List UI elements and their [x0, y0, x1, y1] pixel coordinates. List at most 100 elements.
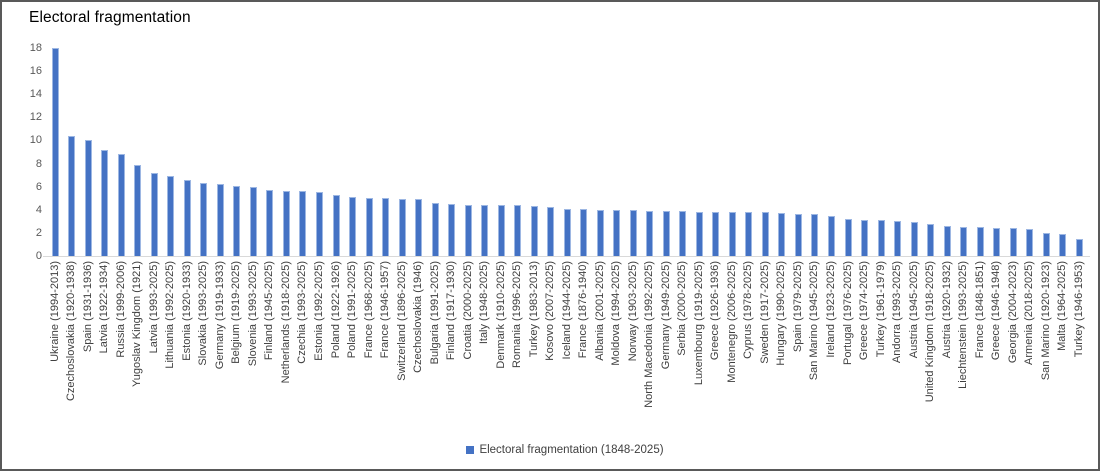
x-labels-row: Ukraine (1994-2013) Czechoslovakia (1920-… — [47, 261, 1087, 433]
x-axis-label: Armenia (2018-2025) — [1023, 261, 1036, 365]
bar — [745, 212, 753, 256]
x-axis-label: Iceland (1944-2025) — [560, 261, 573, 360]
bar — [1059, 234, 1067, 256]
bar-column — [576, 48, 593, 256]
x-axis-label: Albania (2001-2025) — [593, 261, 606, 361]
bar-column — [47, 48, 64, 256]
bar — [761, 212, 769, 256]
x-axis-label: Serbia (2000-2025) — [676, 261, 689, 356]
bar-column — [757, 48, 774, 256]
bar-column — [856, 48, 873, 256]
bar-column — [1054, 48, 1071, 256]
bar — [927, 224, 935, 256]
x-axis-label: Estonia (1992-2025) — [313, 261, 325, 361]
bar-column — [939, 48, 956, 256]
bar — [960, 227, 968, 256]
bar-column — [741, 48, 758, 256]
bar — [117, 154, 125, 256]
bar — [332, 195, 340, 256]
x-axis-label: Ukraine (1994-2013) — [48, 261, 61, 362]
bar-column — [80, 48, 97, 256]
bar-column — [146, 48, 163, 256]
bar-column — [542, 48, 559, 256]
x-axis-label: Poland (1922-1926) — [329, 261, 342, 359]
bar-column — [443, 48, 460, 256]
bar-column — [278, 48, 295, 256]
x-axis-label: Malta (1964-2025) — [1056, 261, 1069, 351]
x-axis-label: Poland (1991-2025) — [346, 261, 359, 359]
y-tick-label: 0 — [35, 250, 42, 262]
x-axis-label: Latvia (1993-2025) — [147, 261, 160, 354]
y-tick-label: 14 — [29, 88, 42, 100]
bar-column — [642, 48, 659, 256]
x-axis-label: Russia (1999-2006) — [114, 261, 127, 358]
bar-column — [394, 48, 411, 256]
bar — [481, 205, 489, 256]
bar-column — [344, 48, 361, 256]
x-axis-label: Kosovo (2007-2025) — [544, 261, 557, 361]
x-axis-label: Croatia (2000-2025) — [461, 261, 474, 360]
bar-column — [790, 48, 807, 256]
x-axis-label: Romania (1996-2025) — [511, 261, 524, 369]
bar-column — [559, 48, 576, 256]
bar — [167, 176, 175, 256]
x-axis-label: Denmark (1910-2025) — [494, 261, 507, 369]
bar — [910, 222, 918, 256]
bar — [84, 140, 92, 256]
bar-column — [609, 48, 626, 256]
bar — [200, 183, 208, 256]
bar — [1026, 229, 1034, 256]
x-axis-label: Lithuania (1992-2025) — [164, 261, 177, 369]
bar-column — [625, 48, 642, 256]
x-axis-line — [43, 256, 1090, 257]
x-axis-label: North Macedonia (1992-2025) — [643, 261, 656, 408]
bar-column — [509, 48, 526, 256]
x-axis-label: Greece (1926-1936) — [709, 261, 722, 361]
bar-column — [410, 48, 427, 256]
x-axis-label: Liechtenstein (1993-2025) — [957, 261, 970, 389]
bar — [844, 219, 852, 256]
bar — [861, 220, 869, 256]
x-axis-label: Andorra (1993-2025) — [891, 261, 904, 364]
bar-column — [427, 48, 444, 256]
bar-column — [377, 48, 394, 256]
bar-column — [179, 48, 196, 256]
x-axis-label: Turkey (1946-1953) — [1072, 261, 1085, 358]
bar-column — [476, 48, 493, 256]
x-axis-label: Ireland (1923-2025) — [824, 261, 837, 358]
x-axis-label: Turkey (1961-1979) — [874, 261, 887, 358]
bar — [266, 190, 274, 256]
bar-column — [873, 48, 890, 256]
x-axis-label: Switzerland (1896-2025) — [395, 261, 408, 381]
x-axis-label: Netherlands (1918-2025) — [279, 261, 292, 384]
legend-label: Electoral fragmentation (1848-2025) — [479, 444, 664, 456]
legend-swatch-icon — [466, 446, 475, 454]
bar — [299, 191, 307, 256]
bar — [249, 187, 257, 256]
bar — [216, 184, 224, 256]
bar-column — [823, 48, 840, 256]
x-axis-label: Italy (1948-2025) — [478, 261, 491, 345]
x-axis-label: Austria (1920-1932) — [940, 261, 953, 359]
bar-column — [196, 48, 213, 256]
bar — [431, 203, 439, 256]
x-axis-label: France (1946-1957) — [379, 261, 392, 359]
bar — [877, 220, 885, 256]
bar-column — [64, 48, 81, 256]
x-axis-label: San Marino (1920-1923) — [1039, 261, 1052, 381]
x-axis-label: France (1968-2025) — [362, 261, 375, 359]
bar-column — [658, 48, 675, 256]
bar-column — [774, 48, 791, 256]
x-axis-label: Sweden (1917-2025) — [758, 261, 771, 364]
x-axis-label: Germany (1919-1933) — [213, 261, 226, 370]
bar — [497, 205, 505, 256]
bar — [448, 204, 456, 256]
bar-column — [361, 48, 378, 256]
bar-column — [328, 48, 345, 256]
x-axis-label: Czechoslovakia (1920-1938) — [65, 261, 78, 402]
y-tick-label: 12 — [29, 111, 42, 123]
x-axis-label: Montenegro (2006-2025) — [725, 261, 738, 383]
bar — [1075, 239, 1083, 256]
bar — [679, 211, 687, 256]
